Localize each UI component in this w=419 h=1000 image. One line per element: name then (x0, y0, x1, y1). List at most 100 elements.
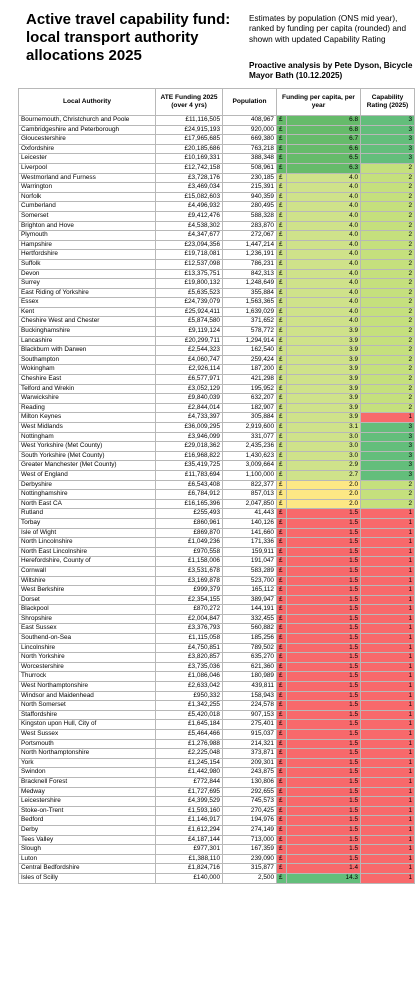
currency-cell: £ (276, 517, 287, 529)
table-row: Kingston upon Hull, City of £1,645,184 275… (18, 719, 415, 730)
population-cell: 842,313 (222, 268, 277, 280)
per-capita-cell: 4.0 (286, 230, 361, 241)
authority-cell: Cheshire East (18, 374, 156, 385)
authority-cell: Herefordshire, County of (18, 556, 156, 567)
table-row: Cornwall £3,531,678 583,289 £1.5 1 (18, 565, 415, 577)
capability-cell: 1 (360, 556, 415, 567)
capability-cell: 1 (360, 786, 415, 798)
funding-cell: £4,538,302 (155, 220, 223, 232)
population-cell: 2,047,850 (222, 498, 277, 510)
authority-cell: Somerset (18, 210, 156, 222)
capability-cell: 1 (360, 681, 415, 692)
authority-cell: Milton Keynes (18, 412, 156, 423)
currency-cell: £ (276, 239, 287, 251)
currency-cell: £ (276, 738, 287, 750)
authority-cell: Central Bedfordshire (18, 863, 156, 874)
funding-cell: £4,733,397 (155, 412, 223, 423)
table-row: Kent £25,924,411 1,639,029 £4.0 2 (18, 306, 415, 318)
table-row: North East Lincolnshire £970,558 159,911 £1… (18, 546, 415, 558)
currency-cell: £ (276, 585, 287, 596)
capability-cell: 3 (360, 134, 415, 145)
per-capita-cell: 1.5 (286, 565, 361, 577)
capability-cell: 2 (360, 364, 415, 376)
capability-cell: 1 (360, 757, 415, 769)
currency-cell: £ (276, 498, 287, 510)
currency-cell: £ (276, 316, 287, 328)
table-row: Oxfordshire £20,185,686 763,218 £6.6 3 (18, 143, 415, 155)
currency-cell: £ (276, 805, 287, 817)
table-row: Leicester £10,169,331 388,348 £6.5 3 (18, 153, 415, 164)
funding-cell: £999,379 (155, 585, 223, 596)
funding-cell: £255,493 (155, 508, 223, 519)
per-capita-cell: 4.0 (286, 191, 361, 203)
authority-cell: Kent (18, 306, 156, 318)
per-capita-cell: 4.0 (286, 201, 361, 212)
population-cell: 822,377 (222, 479, 277, 491)
currency-cell: £ (276, 834, 287, 846)
currency-cell: £ (276, 162, 287, 174)
authority-cell: Reading (18, 402, 156, 414)
authority-cell: York (18, 757, 156, 769)
authority-cell: Oxfordshire (18, 143, 156, 155)
population-cell: 187,200 (222, 364, 277, 376)
table-row: East Sussex £3,376,793 560,882 £1.5 1 (18, 623, 415, 635)
population-cell: 280,495 (222, 201, 277, 212)
per-capita-cell: 2.9 (286, 460, 361, 471)
population-cell: 388,348 (222, 153, 277, 164)
funding-cell: £870,272 (155, 604, 223, 615)
currency-cell: £ (276, 642, 287, 654)
capability-cell: 1 (360, 537, 415, 548)
capability-cell: 1 (360, 853, 415, 865)
funding-cell: £35,419,725 (155, 460, 223, 471)
table-row: South Yorkshire (Met County) £16,968,822 1… (18, 450, 415, 462)
table-row: Surrey £19,800,132 1,248,649 £4.0 2 (18, 278, 415, 289)
per-capita-cell: 1.5 (286, 805, 361, 817)
capability-cell: 2 (360, 172, 415, 184)
funding-cell: £19,718,081 (155, 249, 223, 260)
per-capita-cell: 1.5 (286, 633, 361, 644)
authority-cell: Tees Valley (18, 834, 156, 846)
population-cell: 215,391 (222, 182, 277, 193)
population-cell: 305,884 (222, 412, 277, 423)
funding-cell: £4,187,144 (155, 834, 223, 846)
per-capita-cell: 4.0 (286, 258, 361, 270)
funding-cell: £4,060,747 (155, 354, 223, 366)
funding-cell: £12,742,158 (155, 162, 223, 174)
capability-cell: 1 (360, 412, 415, 423)
currency-cell: £ (276, 393, 287, 404)
capability-cell: 3 (360, 441, 415, 452)
per-capita-cell: 3.0 (286, 441, 361, 452)
table-row: Brighton and Hove £4,538,302 283,870 £4.0 2 (18, 220, 415, 232)
currency-cell: £ (276, 546, 287, 558)
funding-cell: £23,094,356 (155, 239, 223, 251)
population-cell: 920,000 (222, 124, 277, 136)
funding-cell: £15,082,603 (155, 191, 223, 203)
per-capita-cell: 4.0 (286, 249, 361, 260)
authority-cell: Warwickshire (18, 393, 156, 404)
capability-cell: 3 (360, 115, 415, 126)
funding-cell: £1,086,046 (155, 671, 223, 683)
authority-cell: Bournemouth, Christchurch and Poole (18, 115, 156, 126)
funding-cell: £2,225,048 (155, 748, 223, 759)
population-cell: 1,236,191 (222, 249, 277, 260)
per-capita-cell: 6.5 (286, 153, 361, 164)
authority-cell: North Northamptonshire (18, 748, 156, 759)
population-cell: 907,153 (222, 709, 277, 721)
capability-cell: 1 (360, 690, 415, 702)
per-capita-cell: 4.0 (286, 316, 361, 328)
per-capita-cell: 3.9 (286, 345, 361, 356)
capability-cell: 2 (360, 249, 415, 260)
capability-cell: 1 (360, 517, 415, 529)
population-cell: 1,563,365 (222, 297, 277, 308)
currency-cell: £ (276, 201, 287, 212)
capability-cell: 1 (360, 738, 415, 750)
table-row: Isle of Wight £869,870 141,660 £1.5 1 (18, 527, 415, 539)
authority-cell: Hertfordshire (18, 249, 156, 260)
report-title: Active travel capability fund: local tra… (26, 11, 231, 64)
authority-cell: Slough (18, 844, 156, 855)
funding-cell: £3,469,034 (155, 182, 223, 193)
per-capita-cell: 3.9 (286, 393, 361, 404)
currency-cell: £ (276, 431, 287, 443)
per-capita-cell: 4.0 (286, 306, 361, 318)
capability-cell: 2 (360, 201, 415, 212)
